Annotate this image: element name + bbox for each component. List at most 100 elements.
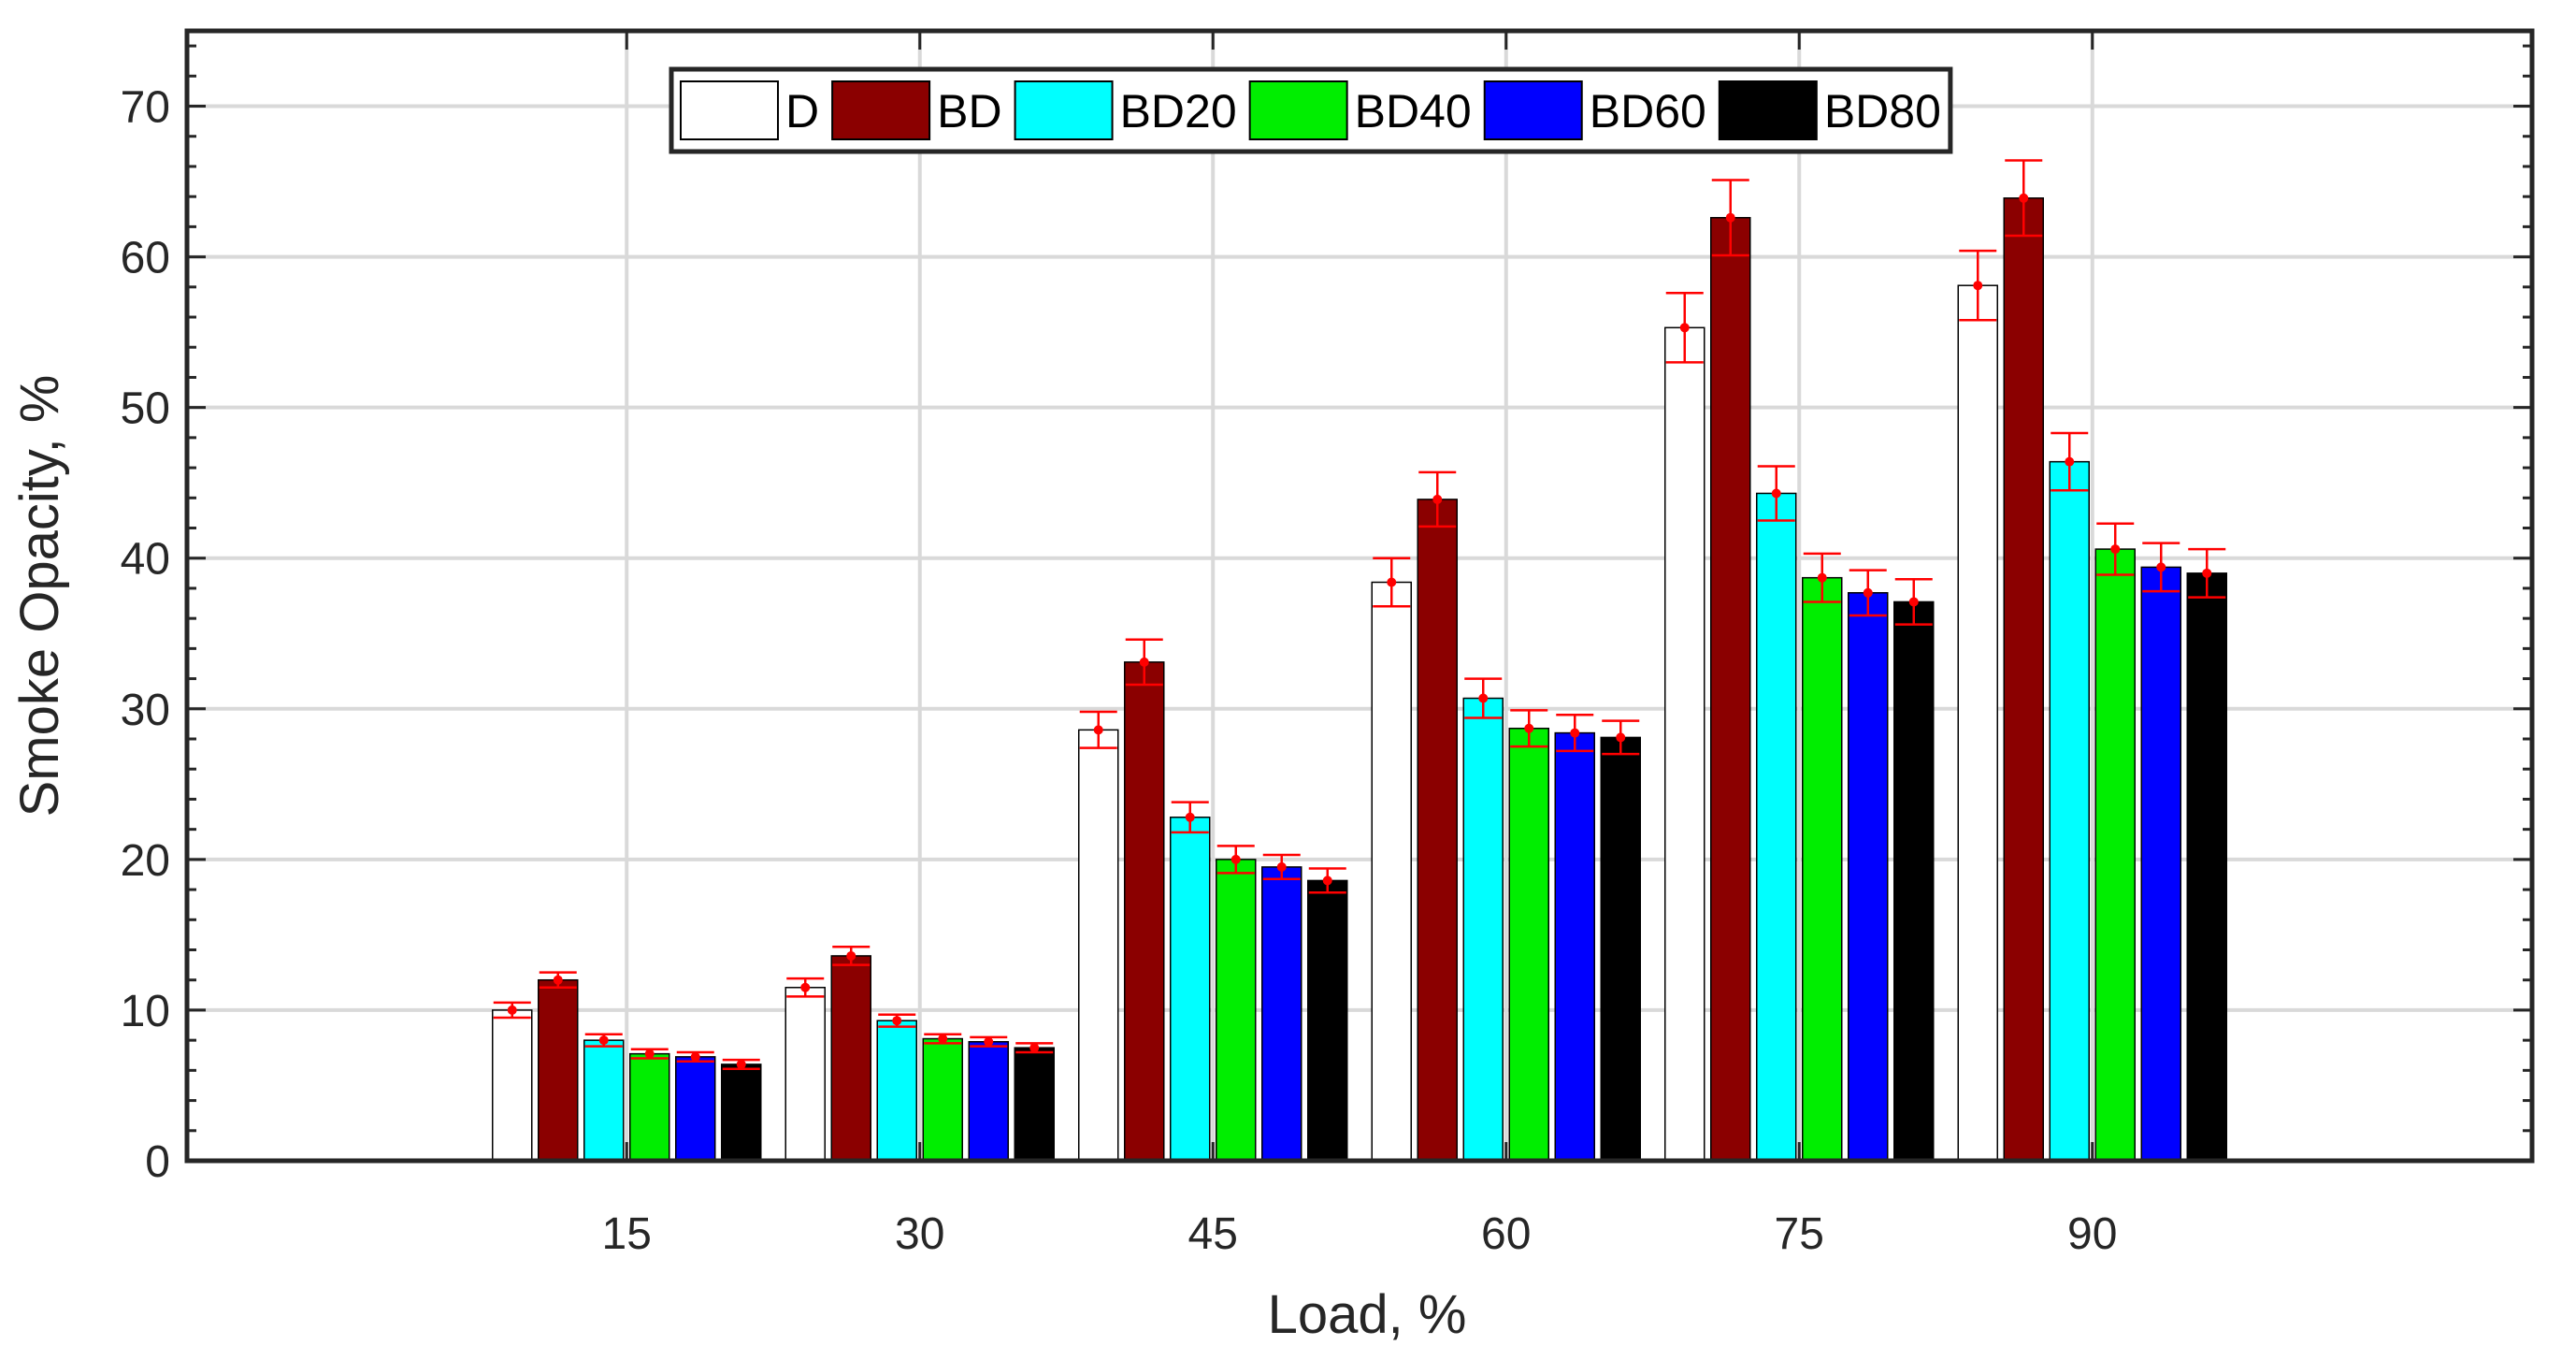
- error-marker: [1679, 323, 1690, 333]
- error-marker: [2019, 193, 2029, 203]
- bar: [2186, 572, 2227, 1162]
- bar: [492, 1009, 533, 1162]
- error-marker: [598, 1035, 609, 1046]
- bar: [1078, 729, 1119, 1162]
- y-tick-label: 50: [121, 384, 170, 434]
- error-marker: [846, 950, 856, 961]
- bar: [876, 1020, 917, 1162]
- error-bars: [493, 159, 2226, 1070]
- y-tick-labels: 0 10 20 30 40 50 60 70: [121, 83, 170, 1187]
- error-marker: [1616, 732, 1626, 743]
- grid-lines: [187, 31, 2532, 1161]
- error-marker: [1322, 875, 1332, 886]
- error-marker: [1908, 597, 1919, 607]
- bars: [492, 197, 2227, 1162]
- error-marker: [553, 975, 563, 985]
- y-tick-label: 0: [145, 1137, 170, 1187]
- bar: [1848, 592, 1889, 1162]
- bar: [2140, 566, 2181, 1162]
- error-marker: [1139, 657, 1149, 667]
- bar: [830, 955, 871, 1162]
- legend-swatch: [1483, 80, 1583, 140]
- legend-swatch: [1718, 80, 1818, 140]
- error-marker: [736, 1059, 746, 1069]
- error-marker: [1093, 725, 1103, 735]
- y-tick-label: 10: [121, 987, 170, 1036]
- error-marker: [1478, 693, 1489, 703]
- x-tick-label: 75: [1775, 1209, 1824, 1259]
- bar: [1261, 866, 1302, 1162]
- error-marker: [1725, 212, 1735, 223]
- plot-frame: [184, 28, 2535, 1164]
- x-tick-label: 90: [2067, 1209, 2117, 1259]
- error-marker: [2065, 456, 2075, 467]
- y-axis-title: Smoke Opacity, %: [9, 375, 70, 817]
- error-marker: [2110, 544, 2121, 555]
- bar: [1710, 216, 1751, 1162]
- error-marker: [800, 982, 811, 992]
- legend-label: BD40: [1355, 85, 1472, 137]
- error-marker: [2202, 568, 2212, 578]
- bar: [629, 1052, 670, 1162]
- error-marker: [2156, 562, 2166, 572]
- axis-ticks: [187, 31, 2532, 1163]
- bar: [538, 978, 579, 1162]
- bar: [1756, 492, 1797, 1162]
- bar: [1508, 727, 1549, 1162]
- error-marker: [1570, 728, 1580, 738]
- bar: [2003, 197, 2044, 1162]
- x-tick-label: 30: [895, 1209, 944, 1259]
- legend-label: BD80: [1824, 85, 1941, 137]
- y-tick-label: 30: [121, 686, 170, 735]
- error-marker: [1817, 572, 1827, 583]
- bar: [1216, 859, 1257, 1162]
- bar: [922, 1037, 963, 1162]
- bar: [1170, 817, 1211, 1162]
- bar: [721, 1063, 762, 1162]
- y-tick-label: 20: [121, 836, 170, 886]
- x-tick-label: 45: [1188, 1209, 1238, 1259]
- y-tick-label: 60: [121, 234, 170, 283]
- error-marker: [690, 1051, 700, 1062]
- error-marker: [1387, 577, 1397, 587]
- bar: [583, 1039, 625, 1162]
- error-marker: [1276, 861, 1287, 872]
- x-axis-title: Load, %: [1268, 1284, 1467, 1345]
- bar: [1664, 326, 1705, 1162]
- x-tick-labels: 15 30 45 60 75 90: [602, 1209, 2118, 1259]
- legend-label: BD20: [1120, 85, 1237, 137]
- bar: [1802, 576, 1843, 1162]
- error-marker: [892, 1016, 902, 1026]
- legend-swatch: [680, 80, 779, 140]
- error-marker: [1771, 488, 1781, 499]
- error-marker: [507, 1005, 517, 1015]
- bar: [968, 1041, 1009, 1162]
- legend-swatch: [1014, 80, 1114, 140]
- error-marker: [1185, 812, 1195, 822]
- bar: [2049, 460, 2090, 1162]
- error-marker: [984, 1036, 994, 1047]
- error-marker: [1432, 494, 1443, 504]
- x-tick-label: 60: [1481, 1209, 1531, 1259]
- bar: [1462, 697, 1504, 1162]
- bar: [1307, 879, 1348, 1162]
- error-marker: [1863, 587, 1873, 598]
- error-marker: [938, 1034, 948, 1044]
- legend-swatch: [831, 80, 931, 140]
- bar: [1554, 731, 1595, 1162]
- error-marker: [1230, 854, 1241, 864]
- error-marker: [1029, 1043, 1040, 1053]
- bar: [1600, 736, 1641, 1162]
- legend-swatch: [1248, 80, 1348, 140]
- legend-label: BD: [937, 85, 1001, 137]
- y-tick-label: 70: [121, 83, 170, 133]
- bar: [675, 1056, 716, 1162]
- bar: [1417, 499, 1458, 1162]
- bar: [1957, 284, 1998, 1162]
- bar: [784, 987, 826, 1162]
- bar: [1371, 581, 1412, 1162]
- bar: [1124, 661, 1165, 1162]
- legend-label: D: [785, 85, 819, 137]
- legend: D BD BD20 BD40 BD60 BD80: [669, 66, 1953, 154]
